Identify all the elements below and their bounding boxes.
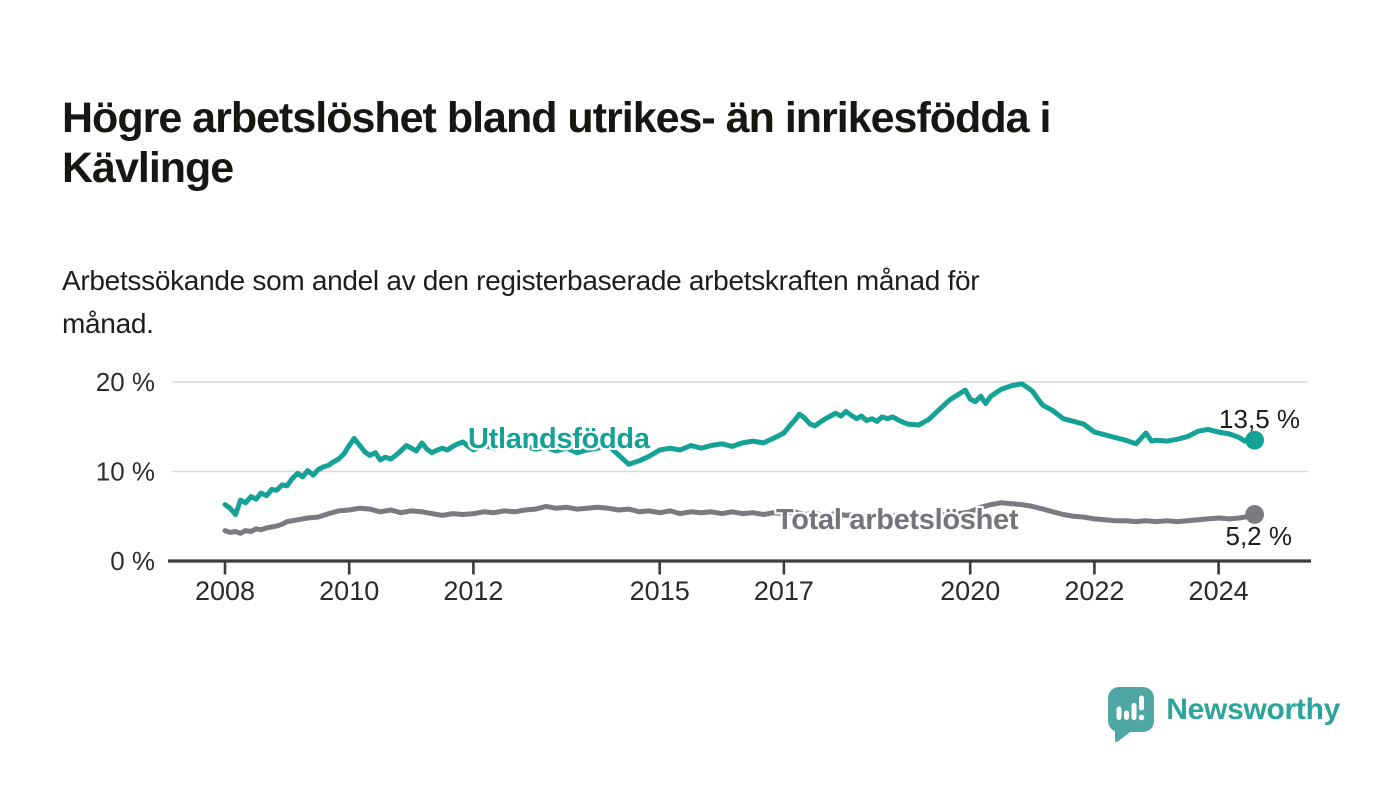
series-label-total-arbetsloshet: Total arbetslöshet <box>776 504 1019 536</box>
series-label-utlandsfodda: Utlandsfödda <box>468 423 650 455</box>
end-dot-utlandsfodda <box>1245 430 1265 450</box>
x-tick-label-2010: 2010 <box>319 576 379 606</box>
end-value-label-total: 5,2 % <box>1225 521 1293 551</box>
newsworthy-logo: Newsworthy <box>1107 686 1340 744</box>
newsworthy-logo-icon <box>1108 687 1155 743</box>
y-tick-label-0: 0 % <box>110 546 155 576</box>
chart-subtitle: Arbetssökande som andel av den registerb… <box>62 259 1302 345</box>
chart-subtitle-line1: Arbetssökande som andel av den registerb… <box>62 265 980 296</box>
x-tick-label-2012: 2012 <box>443 576 503 606</box>
x-tick-label-2015: 2015 <box>630 576 690 606</box>
newsworthy-logo-text: Newsworthy <box>1166 693 1340 726</box>
page-title-line1: Högre arbetslöshet bland utrikes- än inr… <box>62 93 1051 142</box>
end-dot-total <box>1245 505 1265 524</box>
y-tick-label-20: 20 % <box>96 367 155 397</box>
page-title-line2: Kävlinge <box>62 143 234 192</box>
y-tick-label-10: 10 % <box>96 457 155 487</box>
end-value-label-utlandsfodda: 13,5 % <box>1219 404 1300 434</box>
x-tick-label-2008: 2008 <box>195 576 255 606</box>
x-tick-label-2017: 2017 <box>754 576 814 606</box>
chart-subtitle-line2: månad. <box>62 308 154 339</box>
series-line-total <box>222 500 1258 536</box>
series-line-utlandsfodda <box>222 381 1258 517</box>
x-tick-label-2024: 2024 <box>1189 576 1249 606</box>
x-tick-label-2020: 2020 <box>940 576 1000 606</box>
page-title: Högre arbetslöshet bland utrikes- än inr… <box>62 93 1362 193</box>
x-tick-label-2022: 2022 <box>1064 576 1124 606</box>
